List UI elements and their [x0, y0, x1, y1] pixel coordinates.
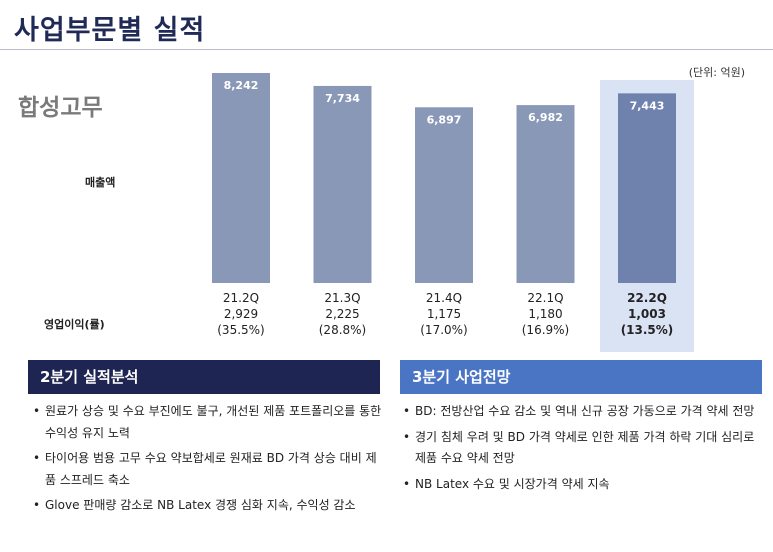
unit-label: (단위: 억원): [688, 66, 745, 79]
category-label: 21.4Q: [426, 291, 462, 305]
q2-analysis-bullet: • 타이어용 범용 고무 수요 약보합세로 원재료 BD 가격 상승 대비 제품 …: [32, 448, 382, 491]
bullet-dot-icon: •: [33, 404, 41, 418]
operating-margin-value: (13.5%): [621, 323, 674, 337]
operating-profit-value: 1,175: [427, 307, 461, 321]
category-label: 21.2Q: [223, 291, 259, 305]
bullet-dot-icon: •: [403, 404, 411, 418]
q2-analysis-bullet-text: 원료가 상승 및 수요 부진에도 불구, 개선된 제품 포트폴리오를 통한 수익…: [45, 404, 382, 440]
bar-22.1Q: [516, 105, 575, 284]
bar-21.3Q: [313, 85, 372, 284]
operating-margin-value: (16.9%): [522, 323, 569, 337]
category-label: 22.1Q: [527, 291, 563, 305]
bar-value-label: 6,982: [528, 111, 563, 124]
q2-analysis-bullet: • Glove 판매량 감소로 NB Latex 경쟁 심화 지속, 수익성 감소: [32, 495, 382, 517]
q2-analysis-header: 2분기 실적분석: [28, 360, 380, 394]
q3-outlook-header: 3분기 사업전망: [400, 360, 762, 394]
revenue-bar-chart: 8,242 21.2Q 2,929 (35.5%) 7,734 21.3Q 2,225 (28…: [212, 73, 694, 352]
bullet-dot-icon: •: [33, 498, 41, 512]
q3-outlook-bullet: • NB Latex 수요 및 시장가격 약세 지속: [402, 474, 762, 496]
q2-analysis-bullet: • 원료가 상승 및 수요 부진에도 불구, 개선된 제품 포트폴리오를 통한 수…: [32, 401, 382, 444]
operating-margin-value: (17.0%): [420, 323, 467, 337]
bar-value-label: 6,897: [427, 113, 462, 126]
q3-outlook-list: • BD: 전방산업 수요 감소 및 역내 신규 공장 가동으로 가격 약세 전망…: [402, 401, 762, 499]
bar-21.4Q: [415, 107, 473, 283]
operating-margin-value: (35.5%): [217, 323, 264, 337]
bullet-dot-icon: •: [403, 429, 411, 444]
operating-profit-row-label: 영업이익(률): [44, 318, 105, 331]
operating-profit-value: 1,180: [528, 307, 562, 321]
q2-analysis-bullet-text: 타이어용 범용 고무 수요 약보합세로 원재료 BD 가격 상승 대비 제품 스…: [45, 451, 377, 487]
bullet-dot-icon: •: [403, 476, 411, 491]
q2-analysis-bullet-text: Glove 판매량 감소로 NB Latex 경쟁 심화 지속, 수익성 감소: [45, 498, 356, 512]
bullet-dot-icon: •: [33, 451, 41, 465]
section-label: 합성고무: [18, 95, 103, 121]
category-label: 21.3Q: [324, 291, 360, 305]
bar-value-label: 7,443: [630, 99, 665, 112]
title-divider: [0, 49, 773, 50]
q3-outlook-bullet-text: 경기 침체 우려 및 BD 가격 약세로 인한 제품 가격 하락 기대 심리로 …: [415, 429, 755, 466]
q2-analysis-list: • 원료가 상승 및 수요 부진에도 불구, 개선된 제품 포트폴리오를 통한 수…: [32, 401, 382, 521]
q3-outlook-bullet-text: NB Latex 수요 및 시장가격 약세 지속: [415, 476, 610, 491]
revenue-row-label: 매출액: [85, 176, 116, 189]
bar-21.2Q: [212, 73, 270, 283]
bar-value-label: 8,242: [224, 79, 259, 92]
category-label: 22.2Q: [627, 291, 667, 305]
operating-profit-value: 1,003: [628, 307, 666, 321]
q3-outlook-bullet-text: BD: 전방산업 수요 감소 및 역내 신규 공장 가동으로 가격 약세 전망: [415, 404, 755, 418]
page-title: 사업부문별 실적: [14, 15, 206, 46]
q3-outlook-bullet: • BD: 전방산업 수요 감소 및 역내 신규 공장 가동으로 가격 약세 전망: [402, 401, 762, 423]
bar-22.2Q: [618, 93, 676, 283]
operating-margin-value: (28.8%): [319, 323, 366, 337]
q3-outlook-bullet: • 경기 침체 우려 및 BD 가격 약세로 인한 제품 가격 하락 기대 심리로…: [402, 427, 762, 470]
operating-profit-value: 2,929: [224, 307, 258, 321]
operating-profit-value: 2,225: [325, 307, 359, 321]
bar-value-label: 7,734: [325, 92, 360, 105]
